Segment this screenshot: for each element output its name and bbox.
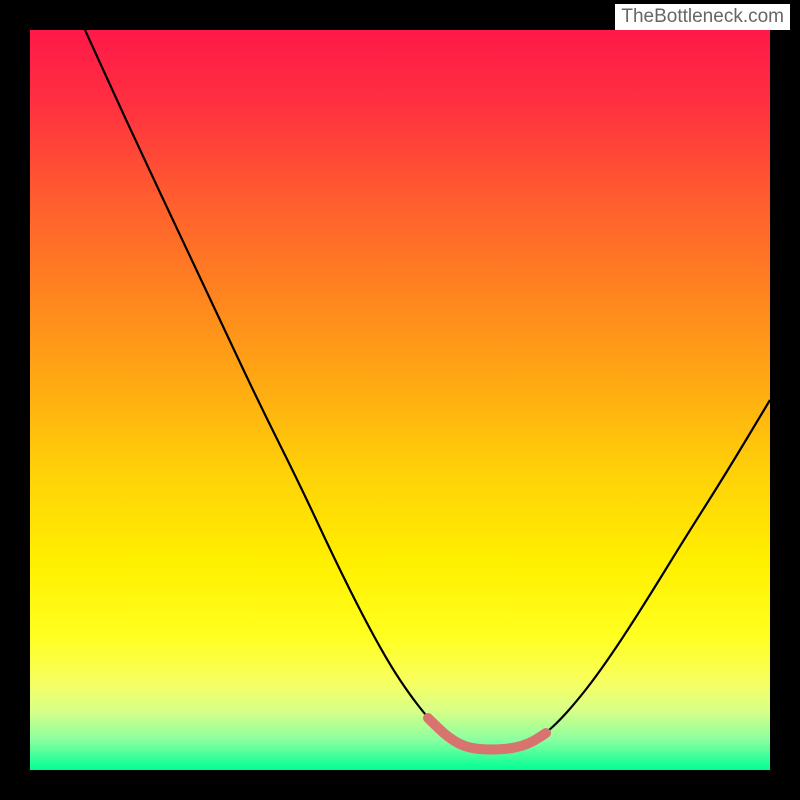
chart-curves [30,30,770,770]
bottleneck-chart [30,30,770,770]
highlight-segment [428,718,546,750]
watermark-text: TheBottleneck.com [615,4,790,30]
main-curve [85,30,770,750]
